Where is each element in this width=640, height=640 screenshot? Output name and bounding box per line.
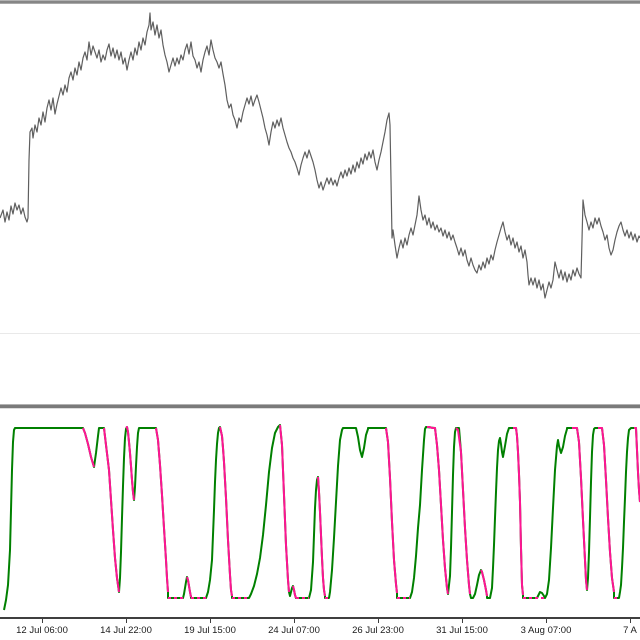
indicator-line-down — [317, 476, 326, 597]
time-axis[interactable]: 12 Jul 06:00 14 Jul 22:00 19 Jul 15:00 24 J… — [0, 617, 640, 636]
divider-highlight — [0, 404, 640, 405]
indicator-line-down — [572, 427, 588, 591]
time-axis-label: 14 Jul 22:00 — [100, 625, 152, 636]
time-axis-label: 12 Jul 06:00 — [16, 625, 68, 636]
time-axis-tick — [378, 619, 379, 623]
time-axis-label: 7 A — [623, 625, 637, 636]
time-axis-label: 24 Jul 07:00 — [268, 625, 320, 636]
indicator-line-down — [103, 427, 120, 593]
indicator-line-down — [427, 426, 449, 595]
time-axis-tick — [462, 619, 463, 623]
indicator-line-down — [186, 576, 192, 598]
indicator-line-down — [219, 426, 233, 597]
indicator-line-down — [279, 424, 290, 593]
time-axis-tick — [294, 619, 295, 623]
indicator-line-down — [455, 427, 471, 595]
time-axis-label: 26 Jul 23:00 — [352, 625, 404, 636]
price-pane[interactable] — [0, 12, 640, 334]
indicator-line-down — [598, 427, 615, 593]
indicator-line-down — [385, 427, 398, 594]
indicator-line-down — [480, 569, 488, 597]
divider-shadow — [0, 408, 640, 409]
indicator-line-up — [3, 424, 640, 611]
pane-baseline — [0, 333, 640, 334]
indicator-line-down — [82, 427, 95, 468]
time-axis-tick — [42, 619, 43, 623]
price-line — [0, 12, 640, 299]
time-axis-label: 3 Aug 07:00 — [521, 625, 572, 636]
time-axis-tick — [126, 619, 127, 623]
time-axis-line — [0, 617, 640, 619]
divider-bar[interactable] — [0, 405, 640, 408]
indicator-line-down — [155, 427, 169, 593]
indicator-line-down — [513, 427, 524, 596]
time-axis-tick — [210, 619, 211, 623]
panel-divider[interactable] — [0, 404, 640, 409]
indicator-line-down — [292, 585, 297, 599]
time-axis-tick — [630, 619, 631, 623]
indicator-line-down — [634, 427, 640, 503]
time-axis-label: 19 Jul 15:00 — [184, 625, 236, 636]
window-top-border — [0, 0, 640, 4]
time-axis-tick — [546, 619, 547, 623]
time-axis-label: 31 Jul 15:00 — [436, 625, 488, 636]
indicator-line-down — [125, 426, 135, 501]
indicator-pane[interactable] — [3, 424, 640, 611]
